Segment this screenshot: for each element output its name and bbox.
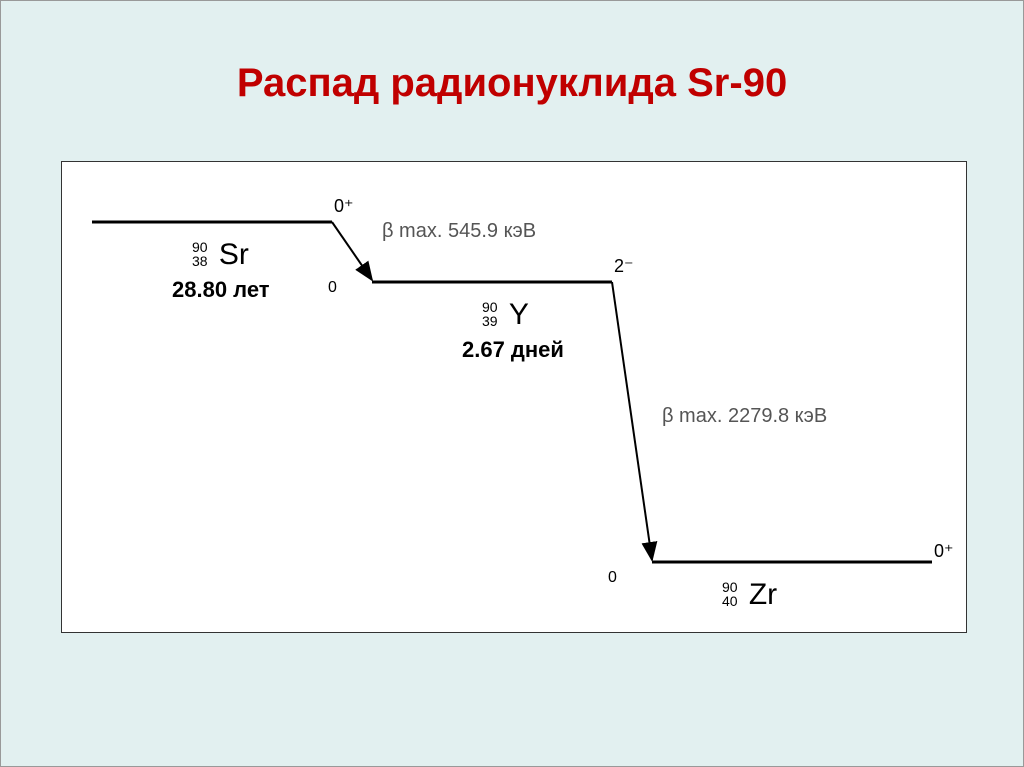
lvl0-y90: 0 [608, 569, 617, 586]
spin-zr90: 0⁺ [934, 541, 954, 561]
halflife-y90: 2.67 дней [462, 337, 564, 362]
spin-y90: 2⁻ [614, 256, 634, 276]
arrow-sr-y [332, 222, 372, 280]
slide: Распад радионуклида Sr-90 0⁺ 0 90 38 Sr … [0, 0, 1024, 767]
beta2-label: β max. 2279.8 кэВ [662, 405, 827, 427]
lvl0-sr90: 0 [328, 279, 337, 296]
decay-diagram: 0⁺ 0 90 38 Sr 28.80 лет β max. 545.9 кэВ… [61, 161, 967, 633]
slide-title: Распад радионуклида Sr-90 [1, 1, 1023, 106]
beta1-label: β max. 545.9 кэВ [382, 220, 536, 242]
decay-svg: 0⁺ 0 90 38 Sr 28.80 лет β max. 545.9 кэВ… [62, 162, 966, 632]
nuclide-y90: 90 39 Y [482, 288, 529, 332]
spin-sr90: 0⁺ [334, 196, 354, 216]
arrow-y-zr [612, 282, 652, 560]
nuclide-sr90: 90 38 Sr [192, 228, 249, 272]
nuclide-zr90: 90 40 Zr [722, 568, 777, 612]
halflife-sr90: 28.80 лет [172, 277, 270, 302]
